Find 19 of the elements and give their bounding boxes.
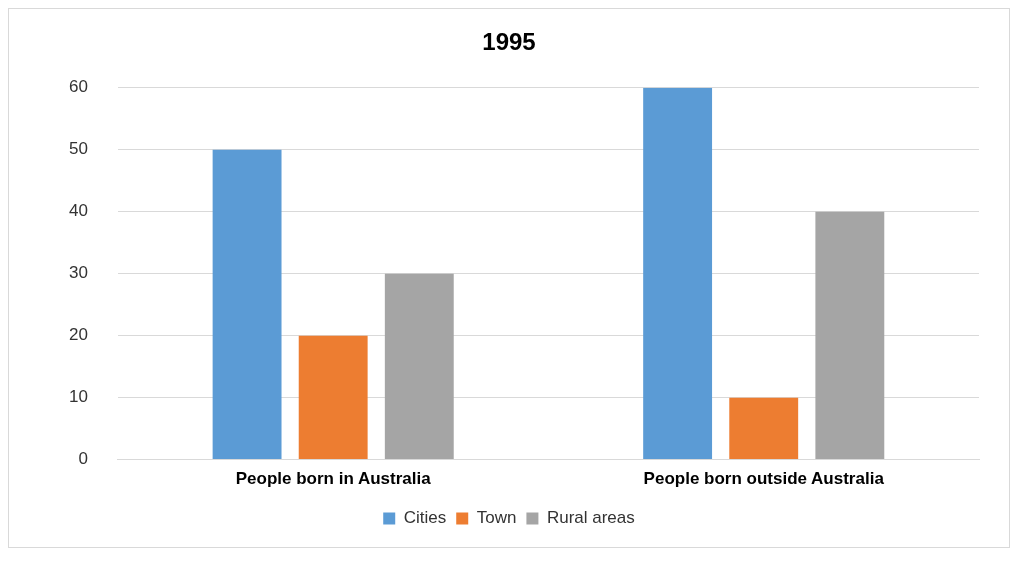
legend-label: Cities: [403, 508, 447, 528]
chart-title: 1995: [482, 28, 536, 56]
bar: [212, 149, 282, 460]
bar: [815, 211, 885, 460]
y-tick-label: 10: [68, 387, 88, 407]
bar: [298, 335, 368, 460]
bar: [729, 397, 799, 460]
x-tick-label: People born in Australia: [235, 469, 432, 489]
y-tick-label: 50: [68, 139, 88, 159]
bar: [384, 273, 454, 460]
y-tick-label: 0: [78, 449, 88, 469]
legend-label: Town: [476, 508, 517, 528]
bar: [643, 87, 713, 460]
x-tick-label: People born outside Australia: [643, 469, 885, 489]
y-tick-label: 40: [68, 201, 88, 221]
y-tick-label: 30: [68, 263, 88, 283]
y-tick-label: 60: [68, 77, 88, 97]
legend-label: Rural areas: [546, 508, 635, 528]
y-tick-label: 20: [68, 325, 88, 345]
